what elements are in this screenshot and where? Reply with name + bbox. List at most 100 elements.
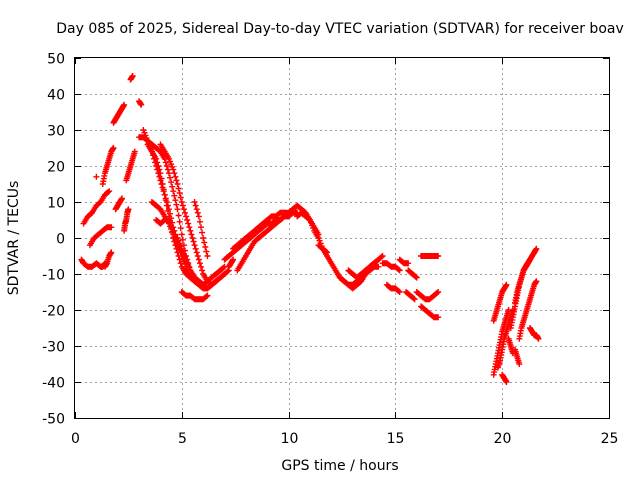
data-point [203, 293, 210, 300]
x-axis-title: GPS time / hours [281, 458, 398, 474]
data-point [164, 166, 171, 173]
data-point [190, 238, 197, 245]
data-point [188, 231, 195, 238]
series-s48 [505, 335, 516, 357]
data-point [178, 231, 185, 238]
data-point [411, 296, 418, 303]
data-point [174, 206, 181, 213]
plot-frame [74, 57, 610, 419]
data-point [164, 208, 171, 214]
x-tick-label: 5 [178, 431, 187, 447]
y-tick-label: -40 [42, 376, 65, 392]
data-point [175, 185, 182, 192]
series-s20 [178, 289, 211, 303]
data-point [163, 163, 170, 169]
y-tick-label: 30 [47, 124, 65, 140]
data-point [224, 268, 231, 275]
data-point [194, 209, 201, 216]
y-tick-label: -20 [42, 304, 65, 320]
data-point [192, 245, 199, 252]
y-tick-label: 40 [47, 88, 65, 104]
data-point [435, 314, 442, 321]
data-point [180, 206, 187, 213]
data-point [105, 189, 112, 196]
data-point [184, 217, 191, 223]
data-point [162, 159, 169, 166]
data-point [158, 175, 165, 182]
data-point [413, 274, 420, 281]
y-tick-label: 10 [47, 196, 65, 212]
data-point [171, 192, 178, 199]
data-point [160, 186, 167, 193]
data-point [208, 281, 215, 288]
series-s07 [110, 101, 128, 126]
series-s39 [490, 281, 510, 324]
data-point [153, 155, 160, 162]
data-point [322, 248, 329, 255]
data-points [78, 73, 542, 385]
data-point [207, 280, 214, 287]
data-point [435, 253, 442, 259]
data-point [315, 231, 322, 238]
x-tick-labels: 0 5 10 15 20 25 [71, 431, 618, 447]
y-tick-labels: -50 -40 -30 -20 -10 0 10 20 30 40 50 [42, 52, 65, 428]
data-point [182, 209, 189, 216]
data-point [203, 248, 210, 255]
series-s41 [494, 307, 516, 371]
series-s04 [99, 145, 117, 187]
data-point [118, 195, 125, 202]
series-s46 [526, 325, 542, 342]
data-point [191, 199, 198, 205]
data-point [198, 263, 205, 270]
series-s15 [144, 141, 198, 285]
data-point [167, 174, 174, 181]
data-point [160, 217, 167, 224]
data-point [178, 199, 185, 205]
series-s02 [80, 188, 113, 227]
data-point [198, 224, 205, 231]
data-point [195, 213, 202, 220]
y-axis-title: SDTVAR / TECUs [6, 181, 22, 296]
data-point [161, 191, 168, 198]
data-point [200, 235, 207, 241]
data-point [410, 295, 417, 302]
data-point [129, 73, 136, 79]
series-s05 [101, 249, 115, 270]
data-point [121, 101, 128, 108]
data-point [194, 253, 201, 259]
data-point [125, 206, 132, 213]
data-point [378, 253, 385, 260]
data-point [533, 278, 540, 285]
data-point [138, 101, 145, 108]
data-point [179, 236, 186, 243]
data-point [173, 201, 180, 208]
series-s44 [516, 278, 540, 342]
data-point [395, 266, 402, 273]
series-s33 [405, 267, 420, 281]
data-point [177, 225, 184, 232]
data-point [186, 224, 193, 231]
series-s18 [153, 217, 168, 227]
data-point [199, 229, 206, 236]
data-point [324, 249, 331, 256]
data-point [185, 220, 192, 227]
series-s37 [413, 289, 442, 303]
data-point [106, 188, 113, 195]
series-s47 [499, 371, 510, 385]
data-point [168, 179, 175, 186]
data-point [110, 145, 117, 151]
series-s34 [383, 281, 403, 295]
data-point [155, 163, 162, 169]
series-s35 [403, 289, 418, 303]
series-s08 [112, 195, 125, 213]
data-point [175, 212, 182, 219]
data-point [171, 170, 178, 177]
data-point [169, 183, 176, 190]
data-point [395, 288, 402, 295]
data-point [396, 267, 403, 274]
data-point [142, 132, 149, 139]
series-s09 [121, 206, 132, 234]
data-point [535, 335, 542, 342]
data-point [154, 159, 161, 166]
data-point [165, 170, 172, 177]
